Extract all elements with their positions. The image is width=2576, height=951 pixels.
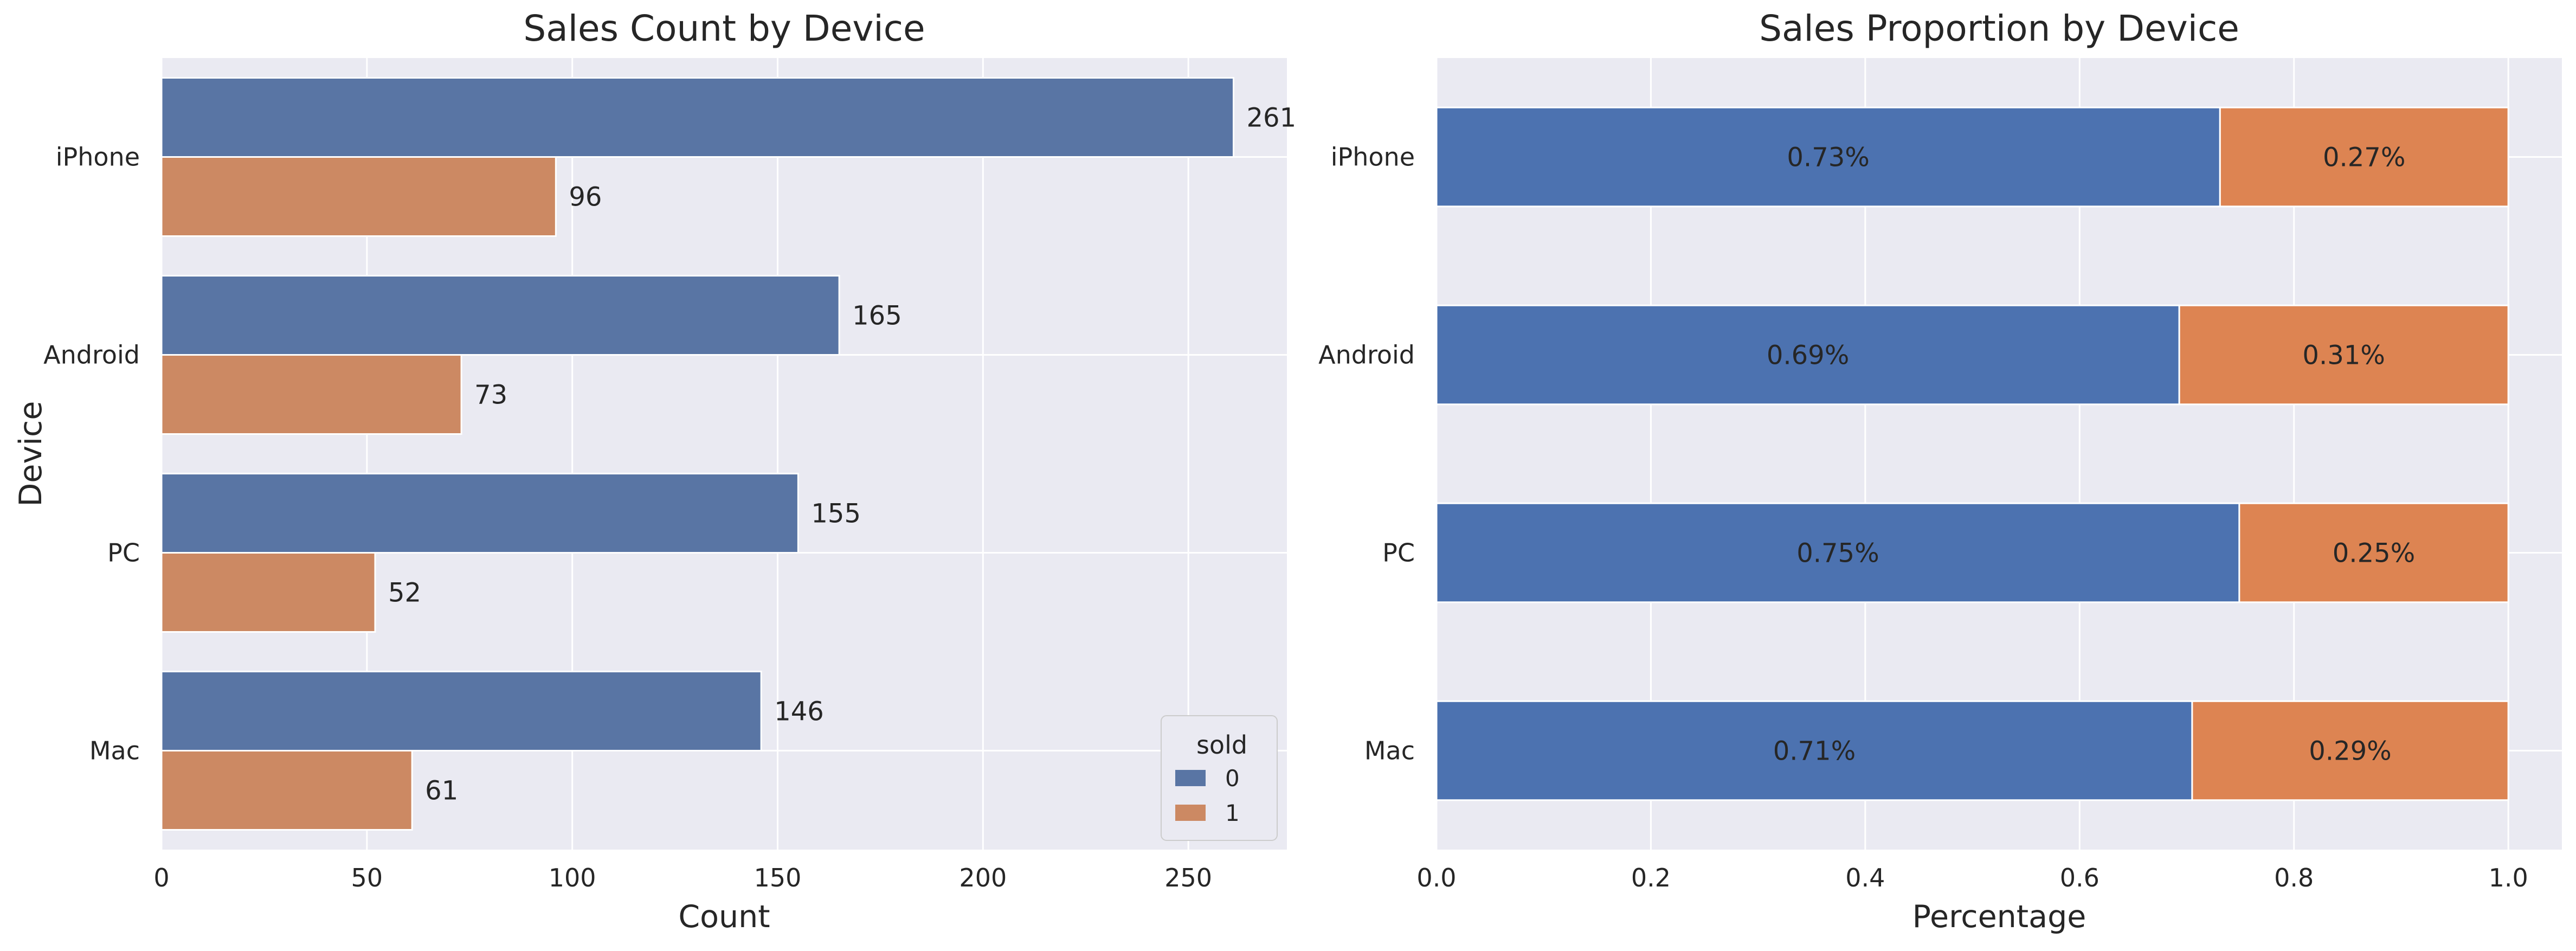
x-tick-label: 100 xyxy=(549,863,596,892)
x-tick-labels: 0.0 0.2 0.4 0.6 0.8 1.0 xyxy=(1416,863,2528,892)
x-tick-label: 150 xyxy=(754,863,802,892)
data-labels: 0.73% 0.27% 0.69% 0.31% 0.75% 0.25% 0.71% 0.29% xyxy=(1767,143,2415,767)
data-label-pc-sold-1: 52 xyxy=(388,578,421,608)
x-tick-label: 0.8 xyxy=(2274,863,2314,892)
data-label-iphone-sold-1: 96 xyxy=(569,182,602,213)
y-tick-labels: iPhone Android PC Mac xyxy=(43,143,140,766)
data-label-mac-sold-1: 0.29% xyxy=(2309,736,2391,767)
chart-title: Sales Proportion by Device xyxy=(1759,8,2239,49)
data-label-pc-sold-1: 0.25% xyxy=(2333,538,2415,569)
legend: sold 0 1 xyxy=(1161,715,1278,841)
legend-entry-1: 1 xyxy=(1225,800,1240,826)
y-tick-label-iphone: iPhone xyxy=(56,143,140,172)
data-labels: 261 96 165 73 155 52 146 61 xyxy=(388,103,1296,806)
x-tick-label: 1.0 xyxy=(2489,863,2528,892)
data-label-mac-sold-0: 0.71% xyxy=(1773,736,1856,767)
y-tick-label-android: Android xyxy=(1318,340,1415,370)
bar-iphone-sold-0 xyxy=(160,77,1235,158)
y-tick-label-iphone: iPhone xyxy=(1331,143,1415,172)
bar-mac-sold-1 xyxy=(160,750,413,831)
bar-mac-sold-0 xyxy=(1435,700,2193,801)
x-tick-label: 0.4 xyxy=(1845,863,1885,892)
x-tick-label: 0.2 xyxy=(1631,863,1671,892)
bar-pc-sold-1 xyxy=(2238,502,2509,603)
x-tick-label: 0.6 xyxy=(2060,863,2100,892)
bar-android-sold-0 xyxy=(1435,304,2180,406)
bar-iphone-sold-1 xyxy=(2219,106,2509,208)
legend-swatch-0 xyxy=(1175,770,1206,786)
data-label-mac-sold-0: 146 xyxy=(774,697,824,727)
chart-title: Sales Count by Device xyxy=(523,8,925,49)
data-label-android-sold-0: 0.69% xyxy=(1767,340,1849,371)
bar-android-sold-1 xyxy=(160,354,462,435)
bar-iphone-sold-1 xyxy=(160,156,557,237)
data-label-android-sold-1: 73 xyxy=(474,380,507,410)
bars xyxy=(160,77,1235,831)
legend-entry-0: 0 xyxy=(1225,765,1240,792)
bar-mac-sold-1 xyxy=(2191,700,2509,801)
y-tick-label-pc: PC xyxy=(1382,538,1415,568)
y-tick-label-pc: PC xyxy=(107,538,140,568)
x-axis-label: Percentage xyxy=(1912,899,2086,935)
x-tick-label: 50 xyxy=(351,863,383,892)
bar-pc-sold-0 xyxy=(160,473,799,554)
bar-pc-sold-0 xyxy=(1435,502,2240,603)
data-label-android-sold-0: 165 xyxy=(852,301,902,331)
x-tick-labels: 0 50 100 150 200 250 xyxy=(153,863,1212,892)
sales-proportion-chart: 0.73% 0.27% 0.69% 0.31% 0.75% 0.25% 0.71% 0.29%… xyxy=(1318,8,2562,935)
data-label-iphone-sold-0: 261 xyxy=(1247,103,1297,133)
y-tick-label-mac: Mac xyxy=(1364,736,1415,766)
data-label-pc-sold-0: 0.75% xyxy=(1796,538,1879,569)
data-label-mac-sold-1: 61 xyxy=(425,776,458,806)
legend-swatch-1 xyxy=(1175,805,1206,821)
bars xyxy=(1435,106,2509,801)
sales-count-chart: 261 96 165 73 155 52 146 61 0 50 100 150 200 250 iPh… xyxy=(13,8,1296,935)
x-tick-label: 200 xyxy=(959,863,1007,892)
bar-iphone-sold-0 xyxy=(1435,106,2221,208)
y-tick-label-android: Android xyxy=(43,340,140,370)
legend-title: sold xyxy=(1196,730,1247,760)
bar-android-sold-1 xyxy=(2178,304,2509,406)
data-label-iphone-sold-0: 0.73% xyxy=(1787,143,1869,173)
bar-android-sold-0 xyxy=(160,275,840,356)
bar-pc-sold-1 xyxy=(160,552,376,633)
y-axis-label: Device xyxy=(13,401,49,507)
y-tick-label-mac: Mac xyxy=(89,736,140,766)
bar-mac-sold-0 xyxy=(160,671,762,751)
data-label-android-sold-1: 0.31% xyxy=(2302,340,2385,371)
x-tick-label: 0.0 xyxy=(1416,863,1456,892)
x-tick-label: 0 xyxy=(153,863,169,892)
data-label-pc-sold-0: 155 xyxy=(811,499,861,529)
y-tick-labels: iPhone Android PC Mac xyxy=(1318,143,1415,766)
x-tick-label: 250 xyxy=(1164,863,1212,892)
x-axis-label: Count xyxy=(678,899,770,935)
data-label-iphone-sold-1: 0.27% xyxy=(2323,143,2405,173)
